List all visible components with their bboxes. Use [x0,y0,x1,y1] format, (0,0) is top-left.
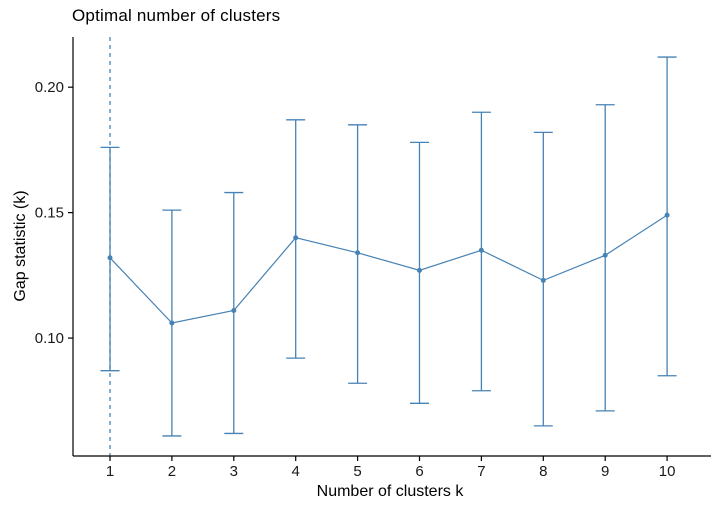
data-point [417,267,422,273]
x-tick-label: 2 [168,463,176,480]
data-point [355,250,361,256]
data-point [169,320,175,326]
x-tick-label: 1 [106,463,114,480]
data-point [293,235,299,241]
data-point [231,307,237,313]
data-point [478,247,484,253]
x-tick-label: 6 [415,463,423,480]
gap-statistic-line [109,214,668,324]
x-tick-label: 9 [601,463,609,480]
data-point [540,277,546,283]
x-tick-label: 3 [230,463,238,480]
chart-title: Optimal number of clusters [72,6,281,25]
y-tick-label: 0.15 [35,205,64,222]
y-tick-label: 0.20 [35,79,64,96]
y-tick-label: 0.10 [35,330,64,347]
x-axis-title: Number of clusters k [316,483,464,500]
data-point [602,252,608,258]
data-point [107,255,113,261]
x-tick-label: 4 [292,463,300,480]
x-tick-label: 10 [659,463,676,480]
data-point [664,212,670,218]
x-tick-label: 7 [477,463,485,480]
x-tick-label: 8 [539,463,547,480]
x-tick-label: 5 [353,463,361,480]
